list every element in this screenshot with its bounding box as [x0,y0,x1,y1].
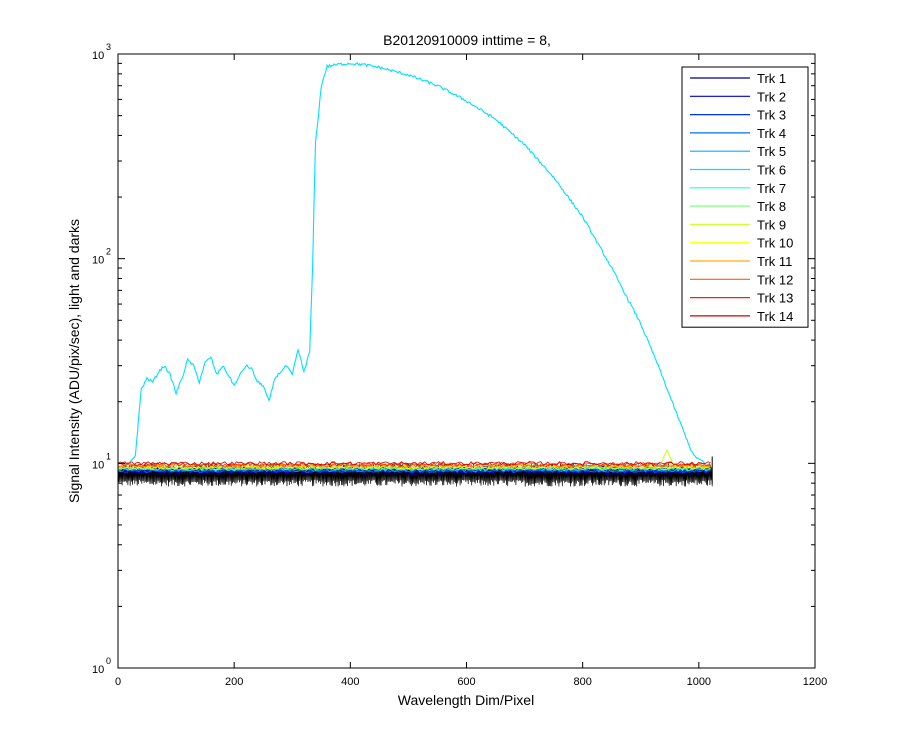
y-tick-label: 10 [92,255,104,267]
series-line-trk-5 [117,467,711,473]
x-tick-label: 200 [225,676,243,688]
series-line-trk-14 [117,460,711,466]
series-line-trk-6 [129,62,705,464]
series-line-trk-1 [117,470,711,476]
legend-label: Trk 3 [757,108,786,123]
y-tick-label: 10 [92,664,104,676]
chart-title: B20120910009 inttime = 8, [383,32,551,48]
x-axis-label: Wavelength Dim/Pixel [398,692,534,708]
legend: Trk 1 Trk 2 Trk 3 Trk 4 Trk 5 Trk 6 Trk 7 Trk 8… [681,66,809,328]
legend-label: Trk 9 [757,217,786,232]
y-tick-label: 10 [92,50,104,62]
legend-label: Trk 13 [757,291,793,306]
y-tick-label: 10 [92,459,104,471]
x-tick-label: 1000 [687,676,711,688]
plot-layer [117,62,713,487]
y-tick-exponent: 0 [106,656,111,666]
legend-label: Trk 11 [757,254,792,269]
series-line-trk-4 [117,468,711,474]
legend-label: Trk 1 [757,71,786,86]
legend-label: Trk 2 [757,89,786,104]
legend-label: Trk 14 [757,309,793,324]
legend-label: Trk 4 [757,126,786,141]
series-bump-trk-9 [660,448,674,464]
y-tick-exponent: 2 [106,247,111,257]
y-tick-exponent: 3 [106,42,111,52]
x-tick-label: 400 [341,676,359,688]
x-tick-label: 600 [457,676,475,688]
legend-label: Trk 12 [757,272,793,287]
legend-label: Trk 6 [757,163,786,178]
legend-label: Trk 5 [757,144,786,159]
legend-label: Trk 10 [757,236,793,251]
y-axis-label: Signal Intensity (ADU/pix/sec), light an… [66,219,82,503]
x-tick-label: 1200 [803,676,827,688]
legend-label: Trk 8 [757,199,786,214]
y-tick-exponent: 1 [106,451,111,461]
x-tick-label: 800 [573,676,591,688]
x-tick-label: 0 [115,676,121,688]
legend-label: Trk 7 [757,181,786,196]
legend-box [681,66,809,328]
